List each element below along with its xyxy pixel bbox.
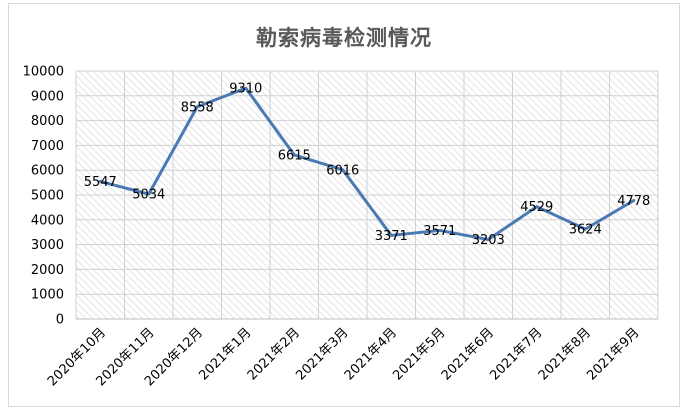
- y-tick-label: 8000: [31, 114, 64, 129]
- data-label: 6016: [326, 163, 359, 178]
- y-tick-label: 7000: [31, 139, 64, 154]
- data-label: 6615: [278, 148, 311, 163]
- x-tick-label: 2021年9月: [584, 325, 642, 383]
- y-tick-label: 3000: [31, 238, 64, 253]
- data-label: 8558: [181, 100, 214, 115]
- data-label: 4529: [520, 200, 553, 215]
- data-label: 3203: [472, 233, 505, 248]
- series-line: [98, 86, 636, 242]
- data-label: 5034: [132, 188, 165, 203]
- y-tick-label: 4000: [31, 213, 64, 228]
- y-tick-label: 9000: [31, 89, 64, 104]
- y-tick-label: 6000: [31, 164, 64, 179]
- y-tick-label: 5000: [31, 189, 64, 204]
- y-tick-label: 2000: [31, 263, 64, 278]
- data-label: 5547: [84, 175, 117, 190]
- data-label: 9310: [229, 82, 262, 97]
- data-label: 3571: [423, 224, 456, 239]
- y-tick-label: 10000: [23, 65, 64, 80]
- data-label: 3371: [375, 229, 408, 244]
- chart-title: 勒索病毒检测情况: [256, 26, 432, 50]
- data-label: 3624: [569, 223, 602, 238]
- data-label: 4778: [617, 194, 650, 209]
- y-tick-label: 1000: [31, 288, 64, 303]
- y-tick-label: 0: [56, 313, 64, 328]
